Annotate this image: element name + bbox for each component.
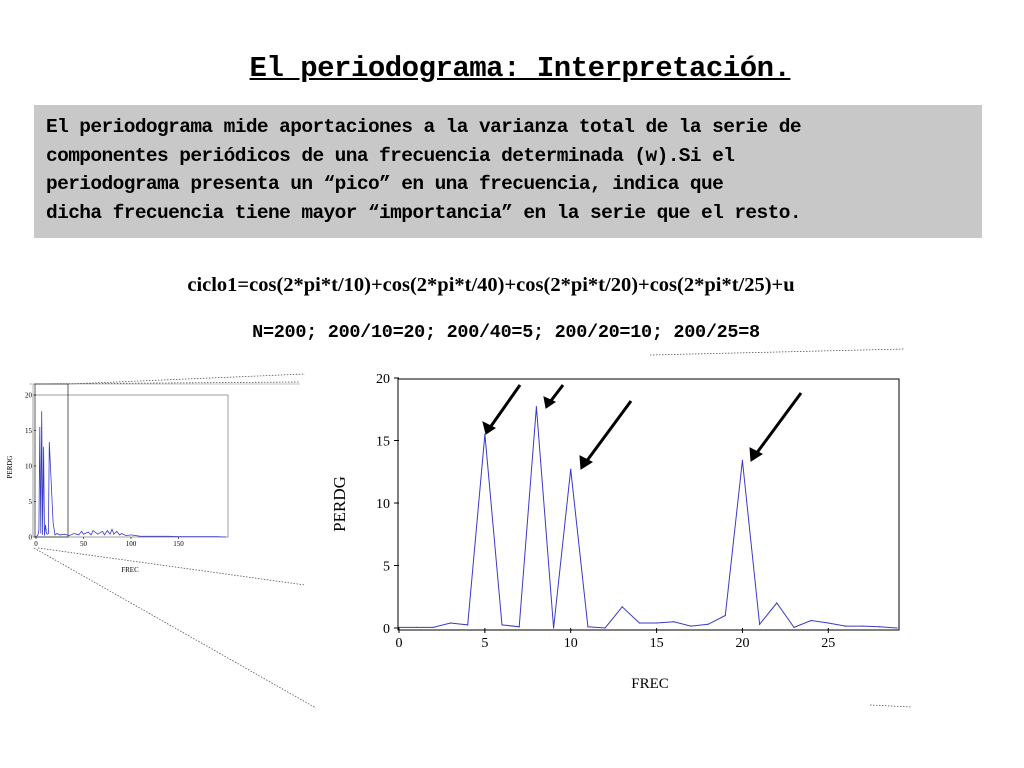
data-point	[604, 627, 606, 629]
data-point	[570, 468, 572, 470]
data-point	[724, 614, 726, 617]
x-tick-label: 15	[650, 636, 664, 651]
data-point	[449, 622, 452, 624]
data-point	[587, 626, 589, 628]
y-tick-label: 20	[25, 391, 33, 399]
arrow-peak-5	[482, 384, 522, 435]
small-periodogram-chart: 0 5 10 15 20 0 50 100 150 FREC PERDG	[6, 383, 300, 574]
x-tick-label: 50	[80, 540, 88, 548]
data-point	[690, 625, 692, 627]
data-point	[810, 619, 812, 622]
y-tick-label: 5	[29, 498, 33, 506]
data-point	[415, 626, 417, 628]
data-point	[759, 623, 761, 625]
data-point	[844, 625, 847, 627]
formula: ciclo1=cos(2*pi*t/10)+cos(2*pi*t/40)+cos…	[187, 274, 795, 296]
description-line: componentes periódicos de una frecuencia…	[46, 144, 735, 167]
y-tick-label: 0	[29, 533, 33, 541]
x-tick-label: 20	[735, 636, 749, 651]
y-tick-label: 15	[376, 434, 390, 449]
description-text: El periodograma mide aportaciones a la v…	[46, 113, 970, 227]
data-point	[432, 626, 434, 628]
description-box: El periodograma mide aportaciones a la v…	[34, 105, 982, 238]
small-chart-series-line	[35, 411, 227, 538]
y-tick-label: 20	[376, 372, 390, 387]
periodogram-chart: 0 5 10 15 20 0 5 10 15 20 25 FREC PERDG	[330, 372, 900, 692]
x-tick-label: 5	[481, 636, 488, 651]
y-tick-label: 15	[25, 427, 33, 435]
description-line: periodograma presenta un “pico” en una f…	[46, 173, 724, 195]
y-tick-label: 10	[376, 497, 390, 512]
data-point	[793, 626, 795, 628]
chart-series-line	[399, 406, 898, 629]
chart-x-label: FREC	[631, 676, 669, 692]
data-point	[638, 622, 641, 624]
y-tick-label: 5	[383, 559, 390, 574]
arrow-peak-10	[579, 400, 633, 470]
description-line: dicha frecuencia tiene mayor “importanci…	[46, 201, 802, 224]
page-title: El periodograma: Interpretación.	[249, 52, 791, 85]
small-chart-frame	[32, 394, 229, 538]
data-point	[862, 625, 864, 627]
data-point	[776, 602, 778, 604]
data-point	[467, 624, 469, 626]
data-point	[518, 626, 520, 628]
data-point	[707, 623, 709, 625]
chart-y-label: PERDG	[330, 476, 349, 532]
data-point	[535, 406, 537, 408]
data-point	[741, 459, 744, 462]
y-tick-label: 10	[25, 462, 33, 470]
arrow-peak-20	[749, 392, 803, 462]
y-tick-label: 0	[383, 622, 390, 637]
x-tick-label: 150	[173, 540, 184, 548]
small-chart-y-label: PERDG	[6, 456, 14, 479]
small-chart-x-label: FREC	[121, 566, 139, 574]
data-point	[655, 622, 658, 624]
data-point	[552, 627, 555, 629]
data-point	[398, 626, 400, 628]
data-point	[827, 622, 829, 624]
data-point	[501, 624, 503, 626]
small-chart-zoom-box	[34, 383, 69, 538]
data-point	[879, 626, 881, 628]
x-tick-label: 25	[821, 636, 835, 651]
arrow-peak-8	[543, 384, 565, 409]
n-line: N=200; 200/10=20; 200/40=5; 200/20=10; 2…	[252, 322, 760, 343]
x-tick-label: 100	[126, 540, 137, 548]
x-tick-label: 0	[34, 540, 38, 548]
data-point	[673, 621, 675, 623]
data-point	[484, 433, 486, 435]
chart-frame	[397, 378, 900, 631]
x-tick-label: 10	[564, 636, 578, 651]
x-tick-label: 0	[396, 636, 403, 651]
data-point	[621, 606, 623, 608]
description-line: El periodograma mide aportaciones a la v…	[46, 116, 802, 138]
data-point	[896, 627, 898, 629]
